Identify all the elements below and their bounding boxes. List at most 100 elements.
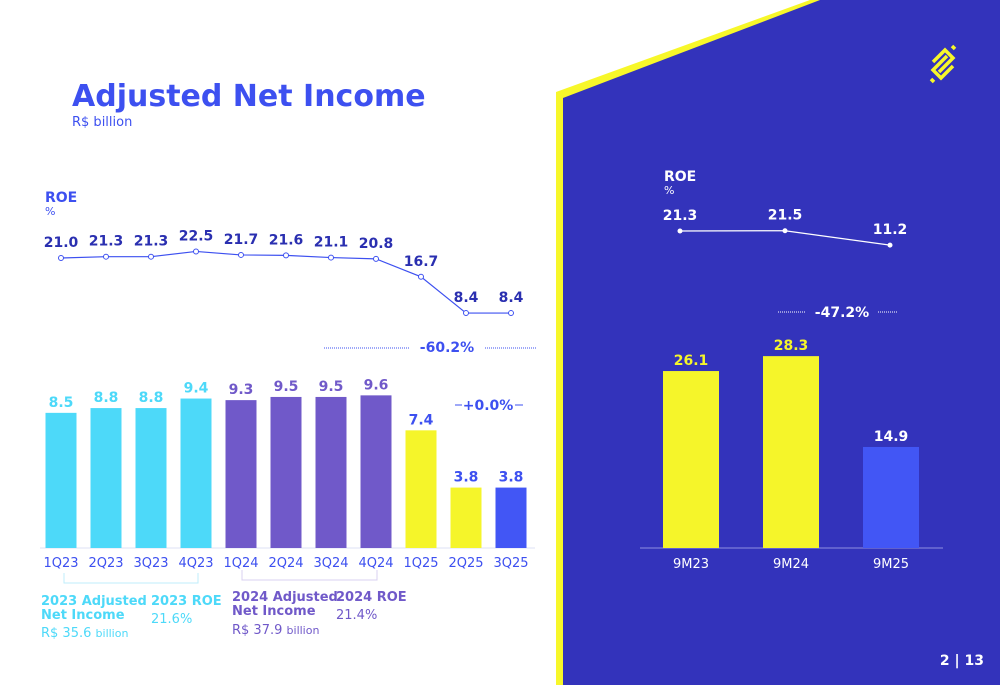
roe-point-9M24 xyxy=(782,228,788,234)
bar-value-label: 26.1 xyxy=(674,353,709,369)
roe-change-annotation: -60.2% xyxy=(420,340,474,356)
roe-2023-value: 21.6% xyxy=(151,612,192,627)
x-tick-label: 9M23 xyxy=(673,557,709,572)
quarterly-chart: 8.5 1Q23 8.8 2Q23 8.8 3Q23 9.4 4Q23 9.3 1Q24 9.5 2Q… xyxy=(40,228,535,571)
x-tick-label: 3Q23 xyxy=(133,556,168,571)
x-tick-label: 9M25 xyxy=(873,557,909,572)
bar-3Q24 xyxy=(315,396,347,548)
roe-value-label: 8.4 xyxy=(499,290,524,306)
roe-value-label: 16.7 xyxy=(404,254,439,270)
roe-9m-unit: % xyxy=(664,184,674,197)
roe-value-label: 21.3 xyxy=(134,234,169,250)
summary-2023: 2023 Adjusted Net Income R$ 35.6 billion… xyxy=(41,594,222,641)
bar-2Q25 xyxy=(450,487,482,548)
ni-2023-label-2: Net Income xyxy=(41,608,125,623)
banco-do-brasil-logo xyxy=(929,44,957,84)
x-tick-label: 9M24 xyxy=(773,557,809,572)
ni-2024-label-2: Net Income xyxy=(232,604,316,619)
bracket-2024 xyxy=(241,570,378,581)
roe-value-label: 22.5 xyxy=(179,228,214,244)
bar-value-label: 9.5 xyxy=(274,379,299,395)
bar-value-label: 3.8 xyxy=(454,470,479,486)
roe-point-9M23 xyxy=(677,228,683,234)
ni-2023-label-1: 2023 Adjusted xyxy=(41,594,147,609)
bar-1Q24 xyxy=(225,400,257,548)
bracket-2023 xyxy=(63,573,199,584)
roe-value-label: 21.3 xyxy=(89,234,124,250)
bar-9M23 xyxy=(663,371,719,548)
bar-1Q25 xyxy=(405,430,437,548)
roe-point-2Q23 xyxy=(103,253,109,260)
ni-2024-unit: billion xyxy=(287,624,320,637)
roe-point-9M25 xyxy=(887,242,893,248)
x-tick-label: 1Q23 xyxy=(43,556,78,571)
page-number: 2 | 13 xyxy=(940,653,984,669)
roe-line xyxy=(60,250,511,314)
x-tick-label: 3Q24 xyxy=(313,556,348,571)
roe-point-4Q24 xyxy=(373,255,379,262)
nine-month-chart: 26.1 9M23 28.3 9M24 14.9 9M25 21.3 21.5 11.2 xyxy=(640,208,943,572)
roe-2024-label: 2024 ROE xyxy=(336,590,407,605)
roe-value-label: 21.7 xyxy=(224,232,259,248)
ni-2024-label-1: 2024 Adjusted xyxy=(232,590,338,605)
x-tick-label: 2Q24 xyxy=(268,556,303,571)
ni-change-annotation: +0.0% xyxy=(463,398,514,414)
summary-2024: 2024 Adjusted Net Income R$ 37.9 billion… xyxy=(232,590,407,638)
roe-point-1Q25 xyxy=(418,273,424,280)
bar-2Q24 xyxy=(270,396,302,548)
bar-1Q23 xyxy=(45,412,77,548)
x-tick-label: 1Q25 xyxy=(403,556,438,571)
ni-2023-unit: billion xyxy=(96,627,129,640)
roe-unit: % xyxy=(45,205,55,218)
bar-value-label: 9.4 xyxy=(184,381,209,397)
roe-point-4Q23 xyxy=(193,248,199,255)
roe-value-label: 20.8 xyxy=(359,236,394,252)
roe-point-1Q23 xyxy=(58,255,64,261)
roe-value-label: 11.2 xyxy=(873,222,908,238)
ni-2024-amount: R$ 37.9 xyxy=(232,623,282,638)
page-title: Adjusted Net Income xyxy=(72,79,426,114)
ni-2023-amount: R$ 35.6 xyxy=(41,626,91,641)
bar-4Q24 xyxy=(360,395,392,548)
bar-value-label: 8.8 xyxy=(94,390,119,406)
roe-value-label: 8.4 xyxy=(454,290,479,306)
ni-2023-value: R$ 35.6 billion xyxy=(41,626,128,641)
roe-value-label: 21.0 xyxy=(44,235,79,251)
bar-value-label: 8.5 xyxy=(49,395,74,411)
roe-point-2Q24 xyxy=(283,252,289,259)
bar-value-label: 28.3 xyxy=(774,338,809,354)
bar-9M24 xyxy=(763,356,819,548)
bar-value-label: 7.4 xyxy=(409,412,434,428)
bar-value-label: 9.5 xyxy=(319,379,344,395)
roe-value-label: 21.5 xyxy=(768,208,803,224)
roe-value-label: 21.3 xyxy=(663,208,698,224)
bar-value-label: 9.3 xyxy=(229,382,254,398)
roe-2024-value: 21.4% xyxy=(336,608,377,623)
roe-value-label: 21.1 xyxy=(314,235,349,251)
bar-3Q23 xyxy=(135,408,167,548)
ni-2024-value: R$ 37.9 billion xyxy=(232,623,319,638)
page-subtitle: R$ billion xyxy=(72,115,132,130)
bar-3Q25 xyxy=(495,487,527,548)
roe-2023-label: 2023 ROE xyxy=(151,594,222,609)
roe-point-3Q25 xyxy=(508,310,514,317)
bar-value-label: 14.9 xyxy=(874,429,909,445)
x-tick-label: 2Q25 xyxy=(448,556,483,571)
x-tick-label: 4Q23 xyxy=(178,556,213,571)
x-tick-label: 2Q23 xyxy=(88,556,123,571)
x-tick-label: 3Q25 xyxy=(493,556,528,571)
roe-label: ROE xyxy=(45,190,77,206)
bar-value-label: 9.6 xyxy=(364,377,389,393)
roe-point-3Q24 xyxy=(328,254,334,261)
roe-point-1Q24 xyxy=(238,251,244,258)
bar-4Q23 xyxy=(180,398,212,548)
roe-point-3Q23 xyxy=(148,253,154,260)
nine-month-change-annotation: -47.2% xyxy=(815,305,869,321)
x-tick-label: 1Q24 xyxy=(223,556,258,571)
x-tick-label: 4Q24 xyxy=(358,556,393,571)
roe-9m-label: ROE xyxy=(664,169,696,185)
bar-9M25 xyxy=(863,446,919,548)
bar-2Q23 xyxy=(90,408,122,548)
bar-value-label: 8.8 xyxy=(139,390,164,406)
